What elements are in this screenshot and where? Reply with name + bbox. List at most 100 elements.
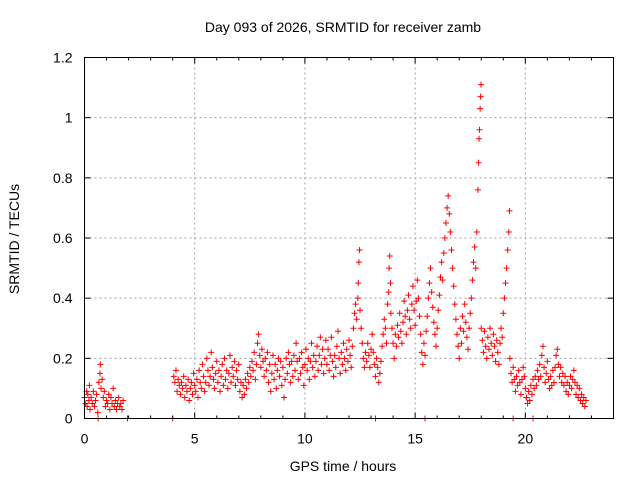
data-point [296,355,303,362]
data-point [329,358,336,365]
data-point [553,352,560,359]
data-point [180,373,187,380]
data-point [275,355,282,362]
data-point [384,301,391,308]
data-point [479,337,486,344]
data-point [207,373,214,380]
data-point [249,358,256,365]
data-point [278,382,285,389]
data-point [266,361,273,368]
data-point [267,388,274,395]
data-point [90,388,97,395]
data-point [352,301,359,308]
data-point [362,349,369,356]
data-point [447,228,454,235]
data-point [387,280,394,287]
data-point [355,280,362,287]
data-point [319,346,326,353]
data-point [312,358,319,365]
data-point [112,397,119,404]
data-point [271,376,278,383]
data-point [521,373,528,380]
data-point [200,373,207,380]
data-point [469,277,476,284]
data-point [214,379,221,386]
data-point [484,334,491,341]
data-point [86,382,93,389]
data-point [84,403,91,410]
y-tick-label: 1.2 [53,50,73,66]
data-point [255,331,262,338]
data-point [471,244,478,251]
data-point [246,364,253,371]
data-point [224,385,231,392]
data-point [321,355,328,362]
x-tick-label: 15 [407,431,423,447]
data-point [355,259,362,266]
data-point [228,379,235,386]
data-point [92,397,99,404]
data-point [346,337,352,344]
data-point [411,307,418,314]
data-point [430,319,437,326]
data-point [429,304,436,311]
x-axis-label: GPS time / hours [290,458,397,474]
data-point [478,325,485,332]
data-point [569,376,576,383]
data-point [579,400,586,407]
data-point [434,325,441,332]
data-point [578,391,585,398]
data-point [268,370,275,377]
data-point [209,364,216,371]
data-point [386,265,393,272]
data-point [95,379,102,386]
x-tick-label: 5 [191,431,199,447]
data-point [506,355,513,362]
data-point [403,331,410,338]
data-point [232,382,239,389]
data-point [426,280,433,287]
data-point [418,349,425,356]
data-point [550,379,557,386]
data-point [439,277,446,284]
data-point [230,373,237,380]
data-point [523,394,530,401]
data-point [276,373,283,380]
data-point [468,295,475,302]
data-point [222,376,229,383]
data-point [538,352,545,359]
data-point [366,364,373,371]
data-point [557,364,564,371]
data-point [172,367,179,374]
data-point [290,352,297,359]
data-point [522,385,529,392]
data-point [245,379,252,386]
data-point [226,352,233,359]
data-point [333,343,340,350]
data-point [496,340,503,347]
data-point [178,379,185,386]
data-point [219,361,226,368]
data-point [282,376,289,383]
data-point [344,358,351,365]
data-point [211,385,218,392]
data-point [351,310,358,317]
data-point [208,349,215,356]
data-point [308,340,315,347]
data-point [515,367,522,374]
data-point [244,370,251,377]
data-point [323,361,330,368]
data-point [517,391,524,398]
data-point [223,367,230,374]
data-point [117,400,124,407]
data-point [567,373,574,380]
data-point [235,361,242,368]
data-point [354,295,361,302]
data-point [82,400,89,407]
data-point [286,361,293,368]
data-point [534,367,541,374]
data-point [187,385,194,392]
data-point [473,228,480,235]
data-point [387,310,394,317]
data-point [342,367,349,374]
